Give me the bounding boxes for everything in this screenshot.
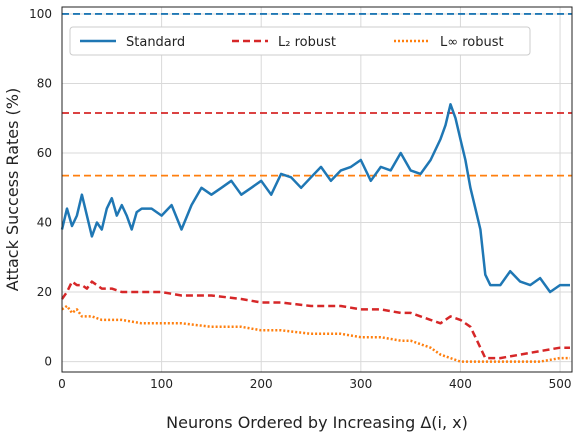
y-tick-label: 60 <box>37 146 52 160</box>
y-tick-label: 100 <box>29 7 52 21</box>
x-tick-label: 100 <box>150 377 173 391</box>
series-line-1 <box>60 280 570 360</box>
legend-box <box>69 26 531 56</box>
y-axis-label: Attack Success Rates (%) <box>3 88 22 291</box>
grid-lines <box>61 7 572 372</box>
series-line-2 <box>61 304 570 363</box>
data-series <box>60 103 570 363</box>
legend-label-standard: Standard <box>126 35 185 50</box>
legend-label-linf: L∞ robust <box>440 35 504 50</box>
plot-frame <box>61 6 573 373</box>
y-tick-label: 40 <box>37 216 52 230</box>
x-tick-label: 200 <box>250 377 273 391</box>
x-tick-label: 500 <box>549 377 572 391</box>
y-tick-label: 0 <box>44 355 52 369</box>
legend: Standard L₂ robust L∞ robust <box>69 26 531 56</box>
y-tick-label: 20 <box>37 285 52 299</box>
tick-labels: 0 100 200 300 400 500 0 20 40 60 80 100 <box>29 7 571 391</box>
x-tick-label: 400 <box>449 377 472 391</box>
y-tick-label: 80 <box>37 76 52 90</box>
x-axis-label: Neurons Ordered by Increasing Δ(i, x) <box>166 413 468 432</box>
x-tick-label: 0 <box>58 377 66 391</box>
x-tick-label: 300 <box>349 377 372 391</box>
legend-label-l2: L₂ robust <box>278 35 336 50</box>
series-line-0 <box>60 103 570 294</box>
reference-lines <box>62 13 572 177</box>
